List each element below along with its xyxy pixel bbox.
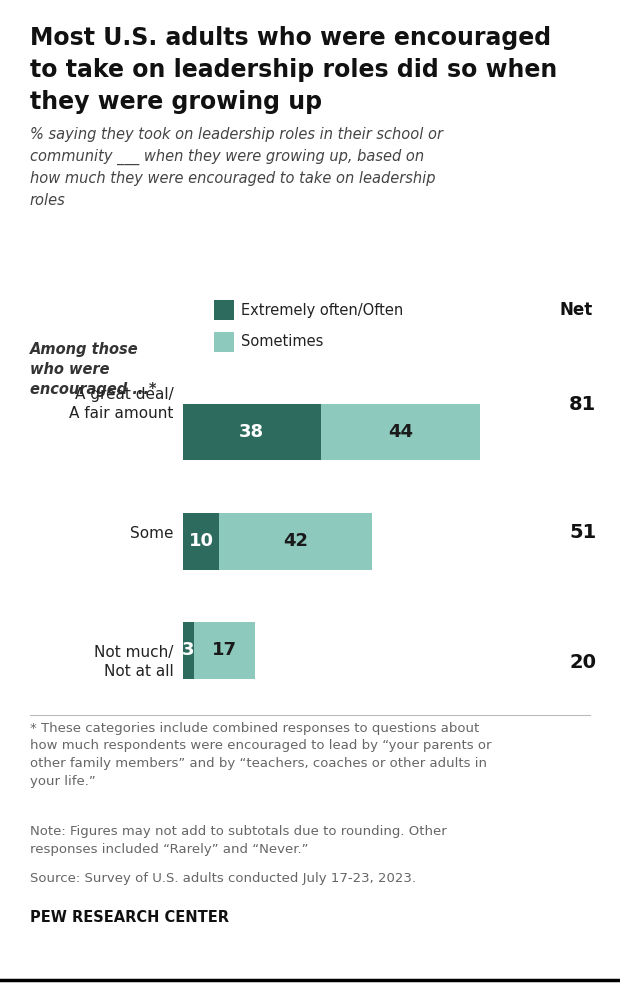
Bar xyxy=(183,513,219,570)
Text: * These categories include combined responses to questions about
how much respon: * These categories include combined resp… xyxy=(30,722,491,788)
Text: Sometimes: Sometimes xyxy=(241,334,324,350)
Bar xyxy=(183,404,321,460)
Text: 44: 44 xyxy=(388,423,413,441)
Bar xyxy=(194,622,255,679)
Text: 42: 42 xyxy=(283,532,308,550)
Text: 38: 38 xyxy=(239,423,264,441)
Text: Extremely often/Often: Extremely often/Often xyxy=(241,302,404,318)
Text: 3: 3 xyxy=(182,641,195,659)
Text: Among those
who were
encouraged ...*: Among those who were encouraged ...* xyxy=(30,342,156,397)
Text: 51: 51 xyxy=(569,524,596,542)
Text: % saying they took on leadership roles in their school or
community ___ when the: % saying they took on leadership roles i… xyxy=(30,127,443,208)
Text: PEW RESEARCH CENTER: PEW RESEARCH CENTER xyxy=(30,910,229,925)
Text: Most U.S. adults who were encouraged: Most U.S. adults who were encouraged xyxy=(30,26,551,50)
Text: A great deal/
A fair amount: A great deal/ A fair amount xyxy=(69,387,174,421)
Text: to take on leadership roles did so when: to take on leadership roles did so when xyxy=(30,58,557,82)
Text: Not much/
Not at all: Not much/ Not at all xyxy=(94,645,174,679)
Text: Source: Survey of U.S. adults conducted July 17-23, 2023.: Source: Survey of U.S. adults conducted … xyxy=(30,872,416,885)
Text: Some: Some xyxy=(130,526,174,540)
Bar xyxy=(321,404,480,460)
Text: Note: Figures may not add to subtotals due to rounding. Other
responses included: Note: Figures may not add to subtotals d… xyxy=(30,825,446,856)
Bar xyxy=(219,513,371,570)
Text: 81: 81 xyxy=(569,394,596,414)
Bar xyxy=(183,622,194,679)
Text: 17: 17 xyxy=(212,641,237,659)
Text: 10: 10 xyxy=(188,532,213,550)
Text: 20: 20 xyxy=(569,652,596,672)
Text: Net: Net xyxy=(560,301,593,319)
Text: they were growing up: they were growing up xyxy=(30,90,322,114)
